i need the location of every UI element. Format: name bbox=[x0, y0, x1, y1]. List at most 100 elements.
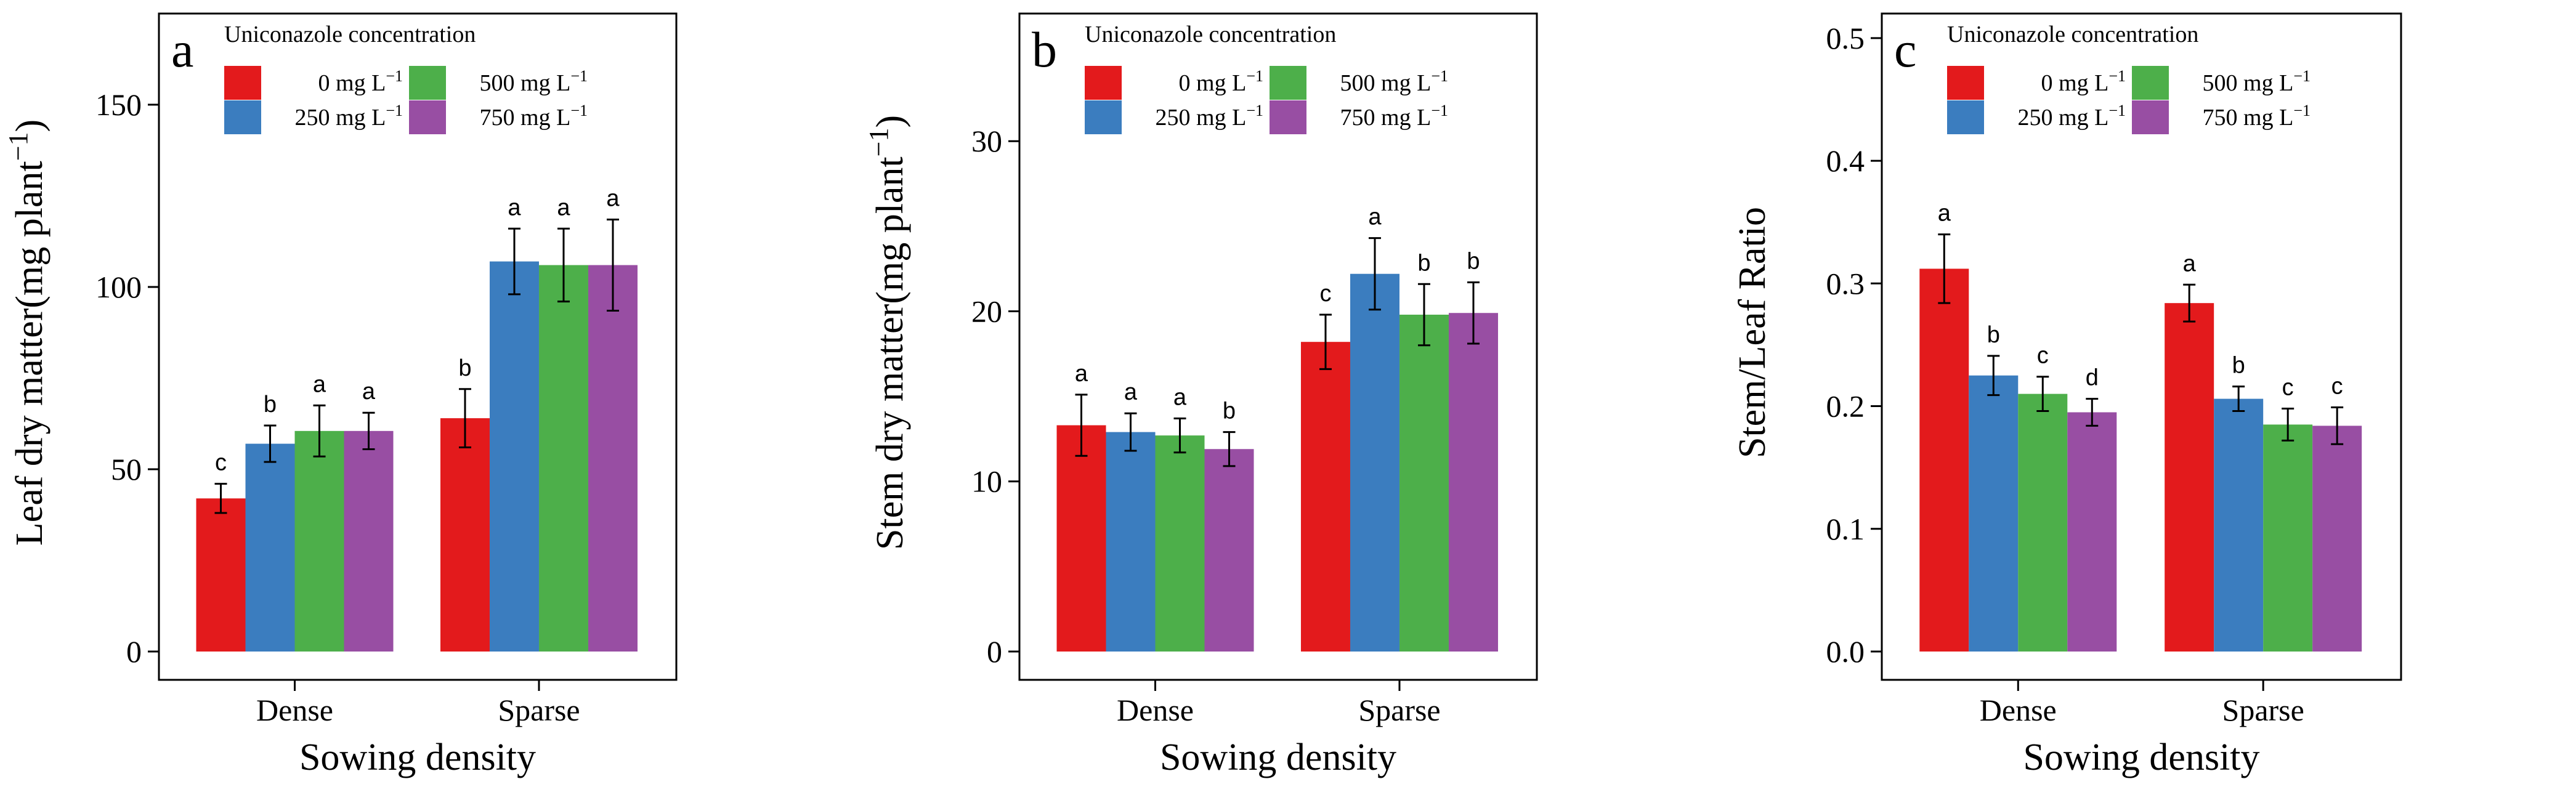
y-tick-label: 0 bbox=[126, 634, 142, 669]
bar-sparse-series-1[interactable] bbox=[1350, 273, 1399, 652]
legend-label-sup: −1 bbox=[1246, 67, 1263, 85]
bar-sparse-series-2[interactable] bbox=[2263, 424, 2313, 652]
legend-label: 0 mg L−1 bbox=[2041, 67, 2126, 96]
bar-sparse-series-3[interactable] bbox=[2312, 426, 2362, 652]
legend-label-sup: −1 bbox=[1431, 67, 1448, 85]
legend-label-sup: −1 bbox=[386, 67, 403, 85]
bar-dense-series-0[interactable] bbox=[1919, 268, 1969, 652]
legend-key-swatch[interactable] bbox=[2132, 100, 2169, 134]
bar-sparse-series-0[interactable] bbox=[440, 418, 490, 652]
y-tick-label: 0.4 bbox=[1826, 143, 1865, 178]
significance-letter: d bbox=[2086, 365, 2099, 391]
bar-sparse-series-0[interactable] bbox=[2165, 303, 2214, 652]
y-axis-label: Leaf dry matter(mg plant−1) bbox=[3, 119, 51, 546]
x-tick-label: Sparse bbox=[1358, 693, 1440, 727]
x-tick-label: Sparse bbox=[2222, 693, 2304, 727]
y-axis-label-sup: −1 bbox=[3, 132, 33, 161]
legend-label-text: 500 mg L bbox=[480, 70, 571, 96]
panel-letter: c bbox=[1894, 22, 1916, 78]
bar-dense-series-1[interactable] bbox=[245, 443, 295, 652]
significance-letter: b bbox=[1987, 322, 2000, 348]
legend-label-text: 250 mg L bbox=[2018, 105, 2109, 131]
x-tick-label: Dense bbox=[1117, 693, 1194, 727]
y-tick-label: 0.2 bbox=[1826, 389, 1865, 424]
bar-dense-series-3[interactable] bbox=[2067, 412, 2117, 652]
y-tick-label: 0 bbox=[987, 634, 1002, 669]
panel-b: 0 10 20 30 Dense Sparse Sowing density Stem dry… bbox=[864, 12, 1538, 778]
y-tick-label: 100 bbox=[95, 270, 142, 304]
bar-dense-series-1[interactable] bbox=[1969, 375, 2019, 652]
bar-dense-series-3[interactable] bbox=[344, 430, 394, 652]
legend-label: 750 mg L−1 bbox=[1340, 102, 1448, 131]
bar-dense-series-2[interactable] bbox=[294, 430, 344, 652]
bar-sparse-series-2[interactable] bbox=[538, 265, 588, 652]
y-tick-label: 20 bbox=[971, 294, 1002, 328]
significance-letter: a bbox=[508, 195, 521, 220]
legend-label-sup: −1 bbox=[570, 67, 588, 85]
plot-frame bbox=[158, 12, 678, 681]
y-tick-label: 50 bbox=[111, 452, 142, 486]
y-tick-label: 0.5 bbox=[1826, 21, 1865, 55]
x-tick-label: Dense bbox=[1980, 693, 2057, 727]
legend-label-text: 250 mg L bbox=[1156, 105, 1247, 131]
bar-dense-series-2[interactable] bbox=[2018, 393, 2068, 652]
legend-label-sup: −1 bbox=[2108, 67, 2126, 85]
legend-label-sup: −1 bbox=[2108, 102, 2126, 119]
legend-key-swatch[interactable] bbox=[1947, 100, 1984, 134]
y-tick-label: 150 bbox=[95, 87, 142, 122]
bar-sparse-series-3[interactable] bbox=[1448, 313, 1498, 652]
legend-key-swatch[interactable] bbox=[409, 66, 446, 100]
legend-label-text: 750 mg L bbox=[1340, 105, 1432, 131]
significance-letter: a bbox=[362, 379, 376, 405]
y-tick-label: 30 bbox=[971, 124, 1002, 158]
bar-sparse-series-0[interactable] bbox=[1300, 342, 1350, 652]
legend-label-text: 750 mg L bbox=[2203, 105, 2294, 131]
significance-letter: c bbox=[2037, 343, 2049, 369]
panel-letter: b bbox=[1032, 22, 1057, 78]
legend-label: 0 mg L−1 bbox=[1179, 67, 1263, 96]
significance-letter: a bbox=[606, 185, 620, 211]
legend-key-swatch[interactable] bbox=[2132, 66, 2169, 100]
y-axis-label-sup: −1 bbox=[864, 128, 894, 157]
legend-label-text: 750 mg L bbox=[480, 105, 571, 131]
panel-c: 0.0 0.1 0.2 0.3 0.4 0.5 Dense Sparse Sowing dens… bbox=[1732, 12, 2402, 778]
y-axis-label: Stem dry matter(mg plant−1) bbox=[864, 115, 911, 550]
legend-key-swatch[interactable] bbox=[224, 66, 261, 100]
legend-label: 750 mg L−1 bbox=[2203, 102, 2311, 131]
x-axis-label: Sowing density bbox=[1160, 736, 1396, 778]
bar-dense-series-0[interactable] bbox=[196, 498, 246, 652]
bar-sparse-series-1[interactable] bbox=[2214, 398, 2264, 652]
legend-label: 500 mg L−1 bbox=[2203, 67, 2311, 96]
x-tick-label: Dense bbox=[256, 693, 333, 727]
significance-letter: b bbox=[2232, 353, 2245, 379]
significance-letter: c bbox=[1319, 281, 1331, 307]
legend-key-swatch[interactable] bbox=[1947, 66, 1984, 100]
legend-key-swatch[interactable] bbox=[409, 100, 446, 134]
significance-letter: c bbox=[215, 450, 227, 476]
plot-frame bbox=[1018, 12, 1538, 681]
legend-label-sup: −1 bbox=[570, 102, 588, 119]
legend-key-swatch[interactable] bbox=[224, 100, 261, 134]
legend-key-swatch[interactable] bbox=[1270, 66, 1306, 100]
legend-label-sup: −1 bbox=[1246, 102, 1263, 119]
legend-label: 750 mg L−1 bbox=[480, 102, 588, 131]
x-axis-label: Sowing density bbox=[2023, 736, 2259, 778]
legend-label: 0 mg L−1 bbox=[318, 67, 403, 96]
legend-key-swatch[interactable] bbox=[1085, 66, 1122, 100]
bar-sparse-series-2[interactable] bbox=[1399, 314, 1449, 652]
bar-dense-series-0[interactable] bbox=[1056, 425, 1106, 652]
significance-letter: a bbox=[1075, 361, 1088, 387]
bar-sparse-series-3[interactable] bbox=[588, 265, 638, 652]
legend-label: 250 mg L−1 bbox=[2018, 102, 2126, 131]
legend-key-swatch[interactable] bbox=[1270, 100, 1306, 134]
bar-dense-series-3[interactable] bbox=[1204, 449, 1254, 652]
bar-dense-series-1[interactable] bbox=[1106, 432, 1156, 652]
bar-dense-series-2[interactable] bbox=[1155, 435, 1205, 652]
legend-key-swatch[interactable] bbox=[1085, 100, 1122, 134]
bar-sparse-series-1[interactable] bbox=[489, 261, 539, 652]
significance-letter: a bbox=[2183, 251, 2197, 276]
significance-letter: b bbox=[458, 355, 471, 381]
panel-a: 0 50 100 150 Dense Sparse Sowing density Leaf d… bbox=[3, 12, 678, 778]
